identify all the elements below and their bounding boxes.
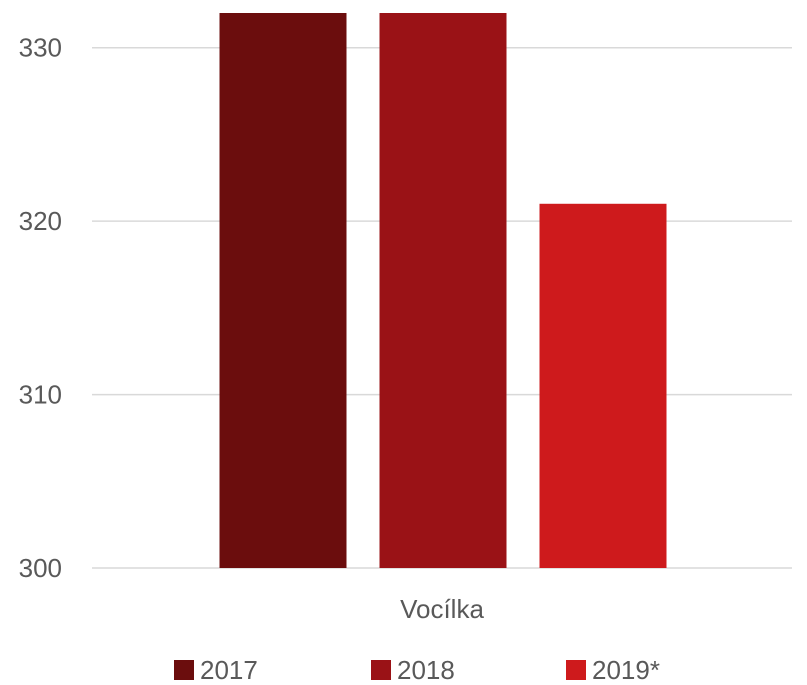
legend-label: 2019* (592, 655, 660, 685)
legend-swatch (566, 660, 586, 680)
bar-2017 (219, 13, 347, 568)
legend-label: 2017 (200, 655, 258, 685)
legend-swatch (371, 660, 391, 680)
legend-item: 2017 (174, 655, 258, 685)
legend-swatch (174, 660, 194, 680)
y-tick-label: 330 (19, 33, 62, 63)
x-category-label: Vocílka (400, 594, 484, 624)
y-tick-label: 310 (19, 380, 62, 410)
x-axis-category-labels: Vocílka (400, 594, 484, 624)
y-tick-label: 320 (19, 206, 62, 236)
legend-item: 2018 (371, 655, 455, 685)
bar-2018 (379, 13, 507, 568)
y-axis-tick-labels: 300 310 320 330 (19, 33, 62, 583)
legend-item: 2019* (566, 655, 660, 685)
legend: 2017 2018 2019* (174, 655, 660, 685)
legend-label: 2018 (397, 655, 455, 685)
bar-2019 (539, 203, 667, 568)
y-tick-label: 300 (19, 553, 62, 583)
bars (219, 13, 667, 568)
